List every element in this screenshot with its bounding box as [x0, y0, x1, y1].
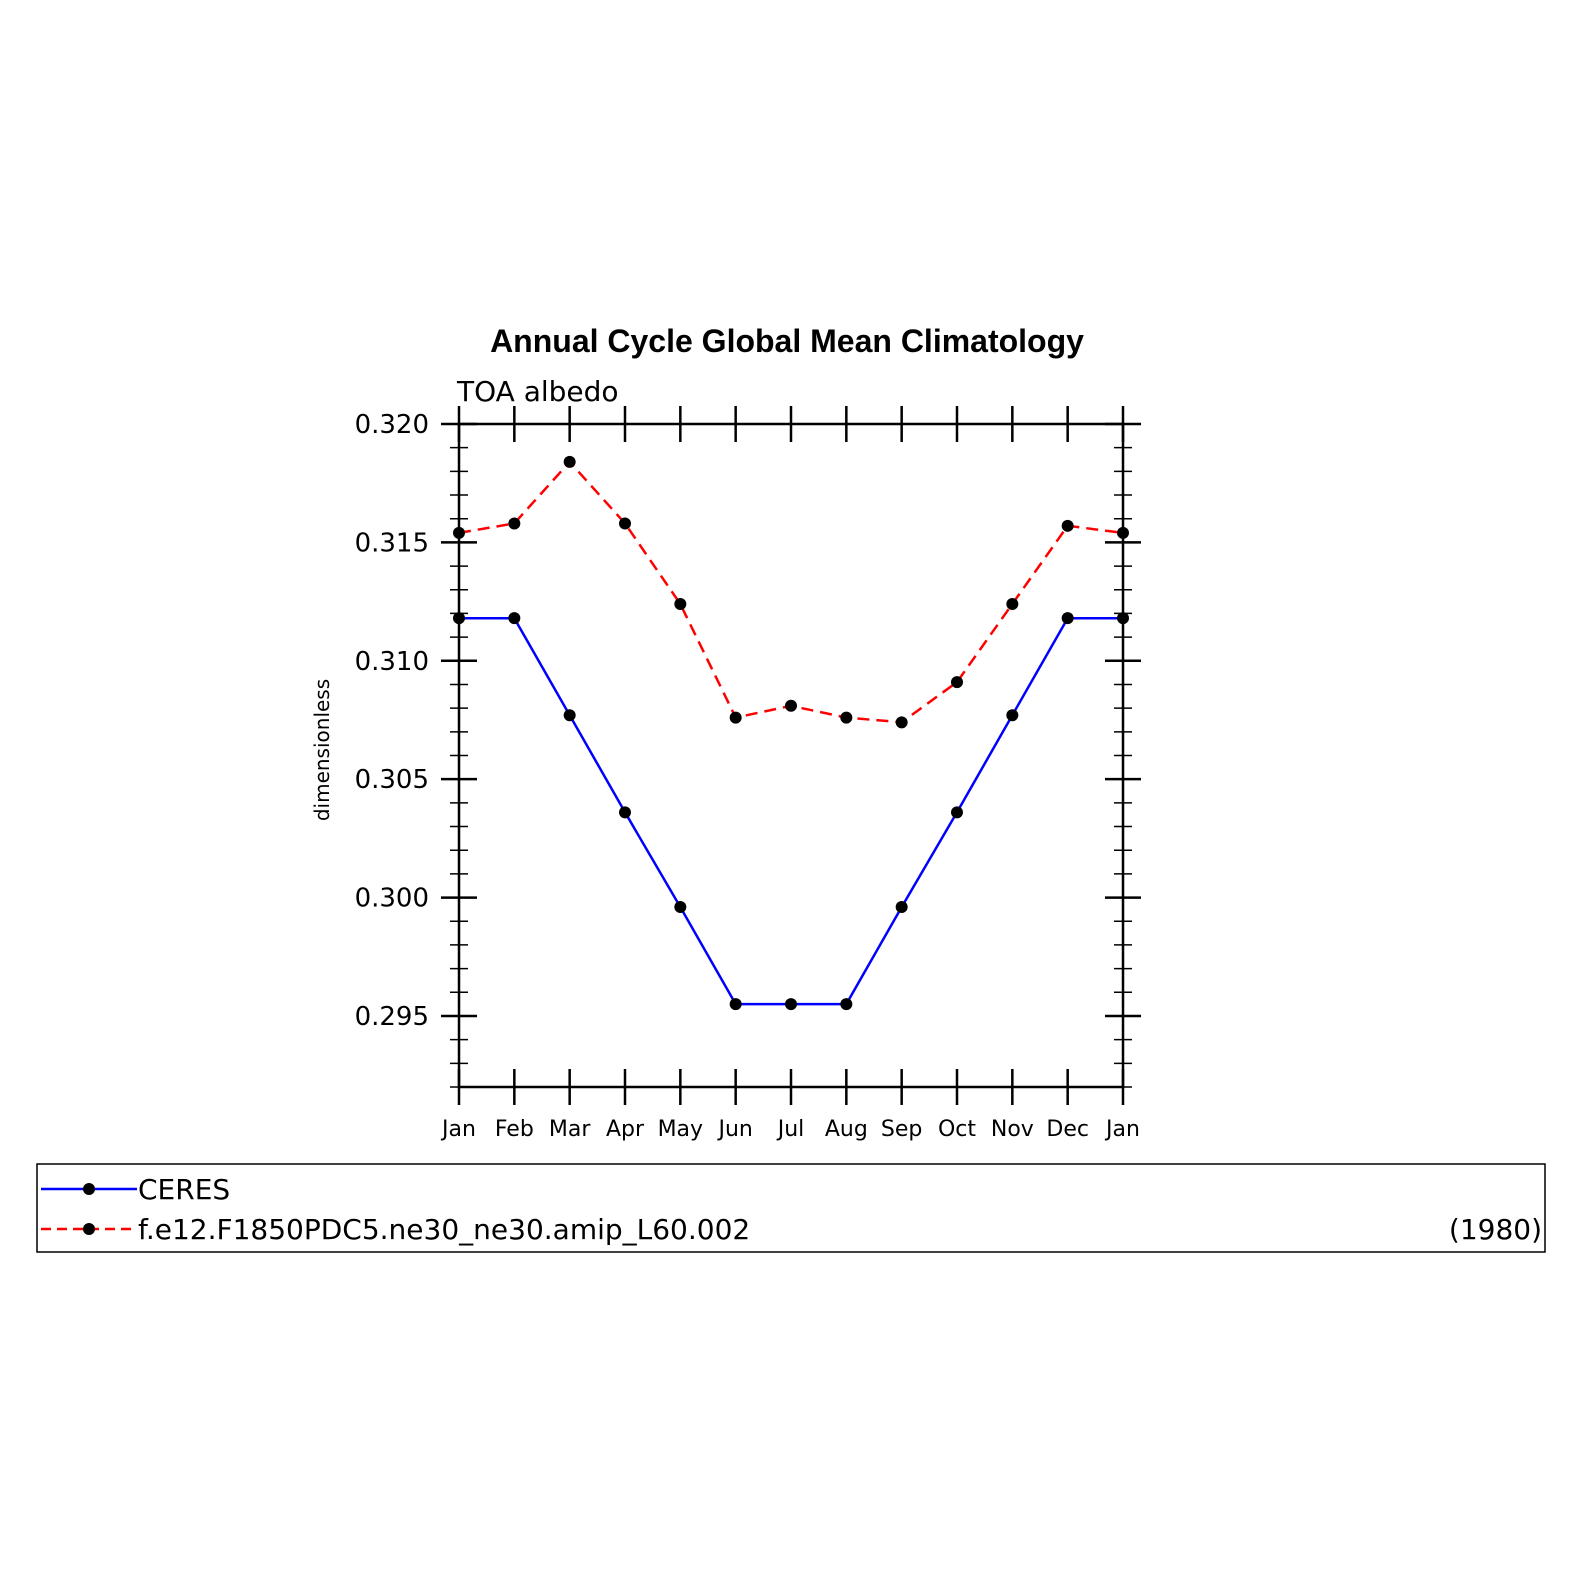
x-tick-label: Aug	[825, 1117, 868, 1142]
y-axis-label: dimensionless	[310, 679, 334, 821]
legend-box	[36, 1163, 1546, 1253]
data-point-model	[785, 699, 797, 712]
data-point-model	[508, 517, 521, 530]
data-point-ceres	[729, 998, 742, 1011]
y-tick-labels: 0.295 0.300 0.305 0.310 0.315 0.320	[355, 410, 429, 1032]
data-point-ceres	[1061, 612, 1074, 625]
data-point-ceres	[785, 998, 797, 1011]
x-tick-label: Jun	[716, 1117, 752, 1142]
legend-label-ceres: CERES	[138, 1173, 230, 1206]
legend-entry-model: f.e12.F1850PDC5.ne30_ne30.amip_L60.002 (…	[41, 1213, 1542, 1246]
data-point-ceres	[619, 806, 631, 819]
y-tick-label: 0.320	[355, 410, 429, 440]
x-tick-labels: Jan Feb Mar Apr May Jun Jul Aug Sep Oct Nov Dec Jan	[440, 1117, 1140, 1142]
legend-entry-ceres: CERES	[41, 1173, 230, 1206]
x-tick-label: Mar	[549, 1117, 591, 1142]
y-tick-label: 0.310	[355, 647, 429, 677]
data-point-model	[674, 597, 687, 610]
legend-note: (1980)	[1449, 1213, 1542, 1246]
x-tick-label: Dec	[1046, 1117, 1089, 1142]
data-point-ceres	[1117, 612, 1129, 625]
x-tick-label: Jul	[776, 1117, 805, 1142]
x-tick-label: Feb	[495, 1117, 534, 1142]
y-tick-label: 0.300	[355, 884, 429, 914]
data-point-ceres	[563, 709, 576, 722]
x-tick-label: Jan	[1104, 1117, 1140, 1142]
series-markers	[453, 455, 1129, 1011]
data-point-ceres	[1006, 709, 1019, 722]
x-tick-label: Nov	[991, 1117, 1034, 1142]
chart-subtitle: TOA albedo	[456, 375, 619, 408]
data-point-model	[840, 711, 853, 724]
plot-frame	[457, 422, 1125, 1089]
data-point-ceres	[951, 806, 963, 819]
x-tick-label: May	[658, 1117, 703, 1142]
x-tick-label: Apr	[606, 1117, 645, 1142]
data-point-model	[563, 455, 576, 468]
data-point-model	[729, 711, 742, 724]
x-tick-label: Sep	[881, 1117, 922, 1142]
data-point-ceres	[674, 901, 687, 914]
axis-ticks	[441, 406, 1141, 1105]
chart-title: Annual Cycle Global Mean Climatology	[490, 323, 1084, 359]
data-point-model	[895, 716, 908, 729]
data-point-model	[619, 517, 631, 530]
data-point-model	[1061, 519, 1074, 532]
series-lines	[458, 460, 1124, 1006]
legend-label-model: f.e12.F1850PDC5.ne30_ne30.amip_L60.002	[138, 1213, 750, 1246]
x-tick-label: Oct	[938, 1117, 976, 1142]
legend-marker-ceres	[83, 1183, 95, 1195]
series-line-ceres	[459, 616, 1123, 1006]
data-point-model	[453, 526, 465, 539]
data-point-model	[1117, 526, 1129, 539]
data-point-model	[951, 676, 963, 689]
data-point-model	[1006, 597, 1019, 610]
x-tick-label: Jan	[440, 1117, 476, 1142]
y-tick-label: 0.295	[355, 1002, 429, 1032]
data-point-ceres	[508, 612, 521, 625]
y-tick-label: 0.315	[355, 528, 429, 558]
series-line-model	[458, 460, 1124, 724]
y-tick-label: 0.305	[355, 765, 429, 795]
data-point-ceres	[453, 612, 465, 625]
data-point-ceres	[895, 901, 908, 914]
data-point-ceres	[840, 998, 853, 1011]
legend-marker-model	[83, 1223, 95, 1235]
